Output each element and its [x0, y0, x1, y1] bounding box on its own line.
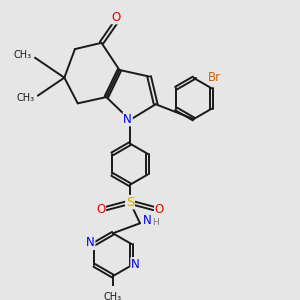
Text: O: O	[96, 203, 105, 216]
Text: Br: Br	[208, 71, 221, 84]
Text: O: O	[112, 11, 121, 24]
Text: CH₃: CH₃	[16, 93, 34, 103]
Text: H: H	[152, 218, 159, 226]
Text: N: N	[131, 258, 140, 271]
Text: CH₃: CH₃	[104, 292, 122, 300]
Text: N: N	[123, 112, 132, 126]
Text: CH₃: CH₃	[14, 50, 32, 60]
Text: N: N	[86, 236, 95, 249]
Text: N: N	[143, 214, 152, 227]
Text: S: S	[126, 196, 134, 209]
Text: O: O	[155, 203, 164, 216]
